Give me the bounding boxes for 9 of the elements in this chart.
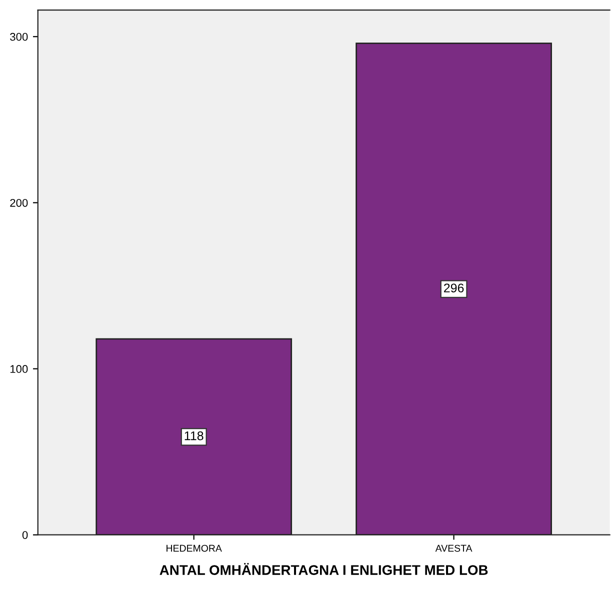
x-tick-label: AVESTA — [435, 544, 472, 552]
data-label: 296 — [444, 284, 464, 292]
x-axis-title: ANTAL OMHÄNDERTAGNA I ENLIGHET MED LOB — [160, 562, 488, 575]
y-tick-label: 0 — [22, 531, 28, 539]
x-tick-label: HEDEMORA — [166, 544, 222, 552]
y-tick-label: 300 — [10, 32, 28, 41]
y-tick-label: 100 — [10, 365, 28, 373]
data-label: 118 — [184, 431, 204, 440]
y-tick-label: 200 — [10, 198, 28, 207]
